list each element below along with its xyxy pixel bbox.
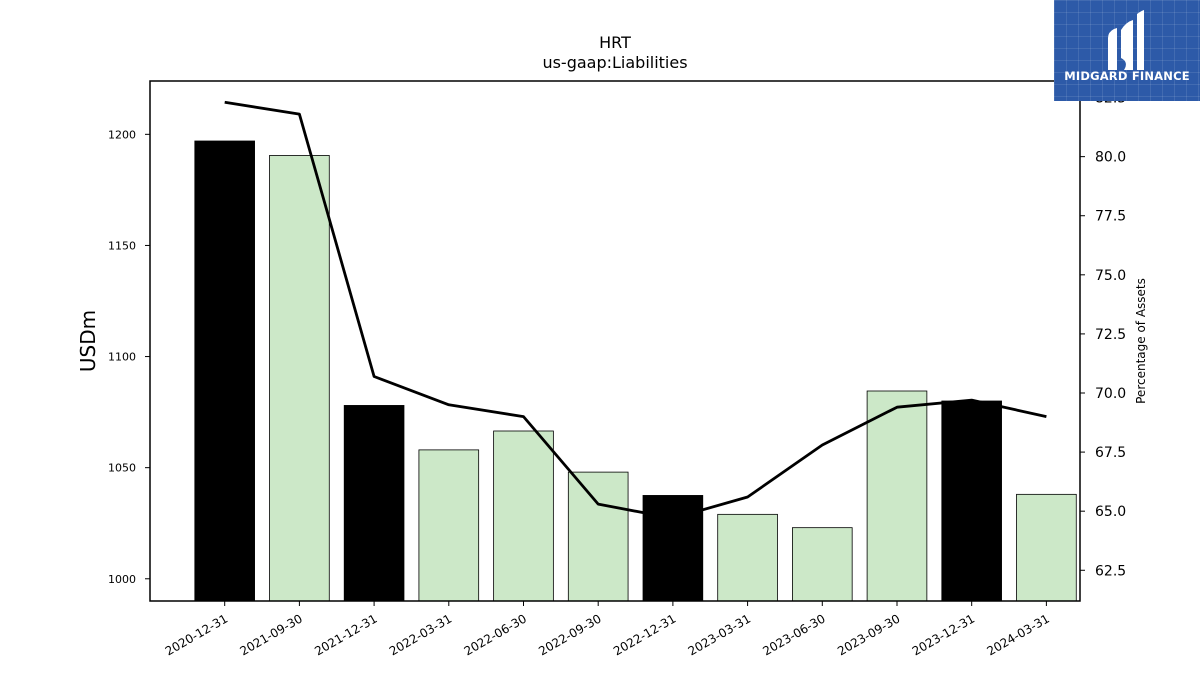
y2-tick-label: 77.5 (1095, 209, 1126, 225)
chart-title: HRT (599, 33, 631, 52)
y-tick-label: 1150 (108, 239, 136, 252)
y-axis-label: USDm (76, 310, 100, 372)
bar-2021-09-30 (269, 155, 330, 602)
bar-2022-06-30 (493, 430, 554, 602)
logo-text: MIDGARD FINANCE (1064, 69, 1190, 83)
y2-axis-label: Percentage of Assets (1134, 278, 1148, 404)
bar-2023-03-31 (717, 513, 778, 602)
midgard-finance-logo: MIDGARD FINANCE (1054, 0, 1200, 101)
y-tick-label: 1100 (108, 351, 136, 364)
y2-tick-label: 80.0 (1095, 150, 1126, 166)
x-tick-label: 2022-03-31 (387, 611, 454, 658)
x-tick-label: 2022-06-30 (462, 611, 529, 658)
y-tick-label: 1200 (108, 128, 136, 141)
y2-tick-label: 70.0 (1095, 386, 1126, 402)
bars-group (194, 140, 1077, 602)
x-tick-label: 2020-12-31 (163, 611, 230, 658)
x-tick-label: 2023-03-31 (686, 611, 753, 658)
y2-tick-label: 67.5 (1095, 445, 1126, 461)
y2-tick-label: 65.0 (1095, 504, 1126, 520)
y2-tick-label: 75.0 (1095, 268, 1126, 284)
bar-2023-09-30 (866, 390, 928, 602)
x-tick-label: 2022-09-30 (536, 611, 603, 658)
percentage-of-assets-line (224, 100, 1047, 520)
bar-2023-12-31 (941, 400, 1002, 602)
logo-mark-icon (1108, 10, 1144, 70)
plot-frame (149, 80, 1081, 602)
y-tick-label: 1000 (108, 573, 136, 586)
x-tick-label: 2023-09-30 (835, 611, 902, 658)
x-tick-label: 2022-12-31 (611, 611, 678, 658)
x-tick-label: 2024-03-31 (984, 611, 1051, 658)
bar-2024-03-31 (1016, 493, 1077, 602)
line-group (224, 100, 1047, 520)
y-tick-label: 1050 (108, 462, 136, 475)
bar-2023-06-30 (792, 527, 853, 602)
x-tick-label: 2023-12-31 (910, 611, 977, 658)
x-tick-label: 2021-09-30 (237, 611, 304, 658)
bar-2020-12-31 (194, 140, 255, 602)
chart-subtitle: us-gaap:Liabilities (542, 53, 687, 72)
bar-2021-12-31 (343, 405, 405, 602)
bar-2022-03-31 (418, 449, 480, 602)
x-tick-label: 2021-12-31 (312, 611, 379, 658)
x-tick-label: 2023-06-30 (760, 611, 827, 658)
y2-tick-label: 62.5 (1095, 563, 1126, 579)
bar-2022-09-30 (567, 471, 629, 602)
y2-tick-label: 72.5 (1095, 327, 1126, 343)
